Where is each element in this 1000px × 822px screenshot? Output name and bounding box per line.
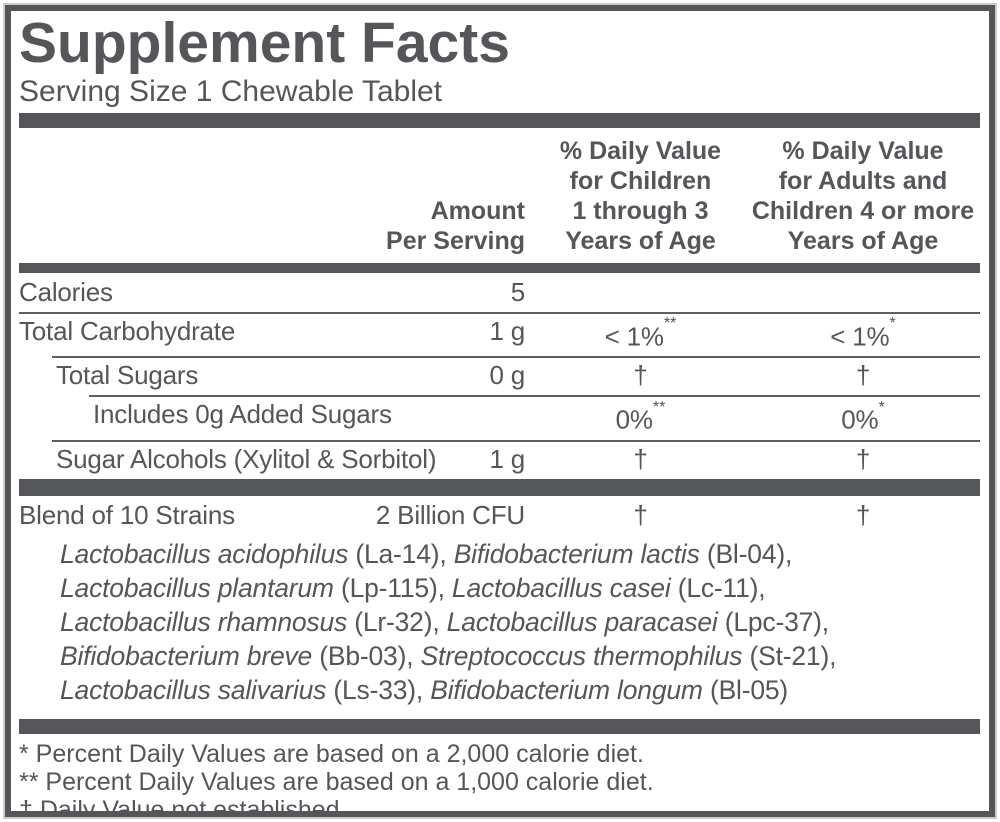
species-name: Lactobacillus acidophilus <box>60 538 349 569</box>
header-dv-adults-line: Children 4 or more <box>751 196 975 225</box>
species-name: Bifidobacterium breve <box>60 640 313 671</box>
divider-bar-top <box>19 112 980 128</box>
header-amount-per-serving: Amount Per Serving <box>19 196 533 256</box>
header-dv-adults-line: for Adults and <box>778 166 948 195</box>
nutrient-name: Calories <box>19 276 113 307</box>
footnotes: * Percent Daily Values are based on a 2,… <box>19 734 980 817</box>
header-dv-children-line: % Daily Value <box>559 136 722 165</box>
strain-code: (Bl-04), <box>699 538 793 569</box>
table-row-total-carbohydrate: Total Carbohydrate 1 g < 1%** < 1%* <box>19 311 980 357</box>
amount-value: 1 g <box>489 315 525 346</box>
species-name: Lactobacillus rhamnosus <box>60 606 348 637</box>
strain-code: (Lp-115), <box>333 572 452 603</box>
footnote-marker: * <box>878 397 885 416</box>
dv-adults-value: < 1%* <box>830 314 896 352</box>
strain-code: (Lr-32), <box>347 606 447 637</box>
dv-children-value <box>533 277 748 307</box>
table-row-total-sugars: Total Sugars 0 g † † <box>19 356 980 395</box>
label-title: Supplement Facts <box>19 11 510 75</box>
strain-line: Lactobacillus rhamnosus (Lr-32), Lactoba… <box>60 605 980 639</box>
strain-line: Lactobacillus salivarius (Ls-33), Bifido… <box>60 673 980 707</box>
serving-size: Serving Size 1 Chewable Tablet <box>19 74 443 108</box>
amount-value: 1 g <box>489 443 525 474</box>
footnote-daily-value-1000: ** Percent Daily Values are based on a 1… <box>19 767 654 796</box>
supplement-facts-label: Supplement Facts Serving Size 1 Chewable… <box>5 5 995 817</box>
strain-line: Bifidobacterium breve (Bb-03), Streptoco… <box>60 639 980 673</box>
amount-value: 0 g <box>489 360 525 391</box>
species-name: Lactobacillus casei <box>451 572 671 603</box>
dv-adults-value: † <box>855 499 871 530</box>
header-dv-adults: % Daily Value for Adults and Children 4 … <box>748 136 978 256</box>
dv-children-value: † <box>633 360 648 391</box>
species-name: Lactobacillus salivarius <box>60 674 327 705</box>
strain-code: (Bl-05) <box>702 674 789 705</box>
header-dv-children-line: for Children <box>569 166 712 195</box>
table-row-added-sugars: Includes 0g Added Sugars 0%** 0%* <box>19 395 980 440</box>
header-dv-adults-line: Years of Age <box>787 226 939 255</box>
header-dv-children-line: Years of Age <box>565 226 716 255</box>
species-name: Streptococcus thermophilus <box>420 640 743 671</box>
strain-code: (Ls-33), <box>326 674 431 705</box>
dv-adults-value: † <box>855 360 871 391</box>
header-amount-line: Amount <box>430 196 525 225</box>
footnote-marker: * <box>889 314 896 333</box>
table-row-blend: Blend of 10 Strains 2 Billion CFU † † <box>19 496 980 535</box>
dv-adults-value: † <box>855 443 871 474</box>
amount-value: 5 <box>510 276 525 307</box>
strain-code: (St-21), <box>742 640 837 671</box>
strain-line: Lactobacillus plantarum (Lp-115), Lactob… <box>60 571 980 605</box>
strain-code: (Bb-03), <box>312 640 421 671</box>
header-dv-adults-line: % Daily Value <box>782 136 944 165</box>
amount-value: 2 Billion CFU <box>375 499 525 530</box>
dv-adults-value <box>748 277 978 307</box>
strain-list: Lactobacillus acidophilus (La-14), Bifid… <box>19 535 980 715</box>
species-name: Lactobacillus plantarum <box>60 572 334 603</box>
table-row-calories: Calories 5 <box>19 273 980 312</box>
strain-code: (Lpc-37), <box>717 606 829 637</box>
strain-code: (Lc-11), <box>670 572 766 603</box>
divider-bar-headers <box>19 262 980 273</box>
dv-children-value: † <box>633 499 648 530</box>
divider-bar-blend <box>19 478 980 496</box>
strain-code: (La-14), <box>348 538 454 569</box>
nutrient-name: Total Sugars <box>56 360 199 391</box>
column-headers: Amount Per Serving % Daily Value for Chi… <box>19 128 980 260</box>
nutrient-name: Sugar Alcohols (Xylitol & Sorbitol) <box>56 443 437 474</box>
dv-children-value: † <box>633 443 648 474</box>
footnote-marker: ** <box>652 397 666 416</box>
header-amount-line: Per Serving <box>386 226 525 255</box>
strain-line: Lactobacillus acidophilus (La-14), Bifid… <box>60 537 980 571</box>
header-dv-children: % Daily Value for Children 1 through 3 Y… <box>533 136 748 256</box>
divider-bar-footnotes <box>19 718 980 734</box>
nutrient-name: Blend of 10 Strains <box>19 499 235 530</box>
dv-children-value: 0%** <box>615 397 666 435</box>
dv-children-value: < 1%** <box>604 314 677 352</box>
header-dv-children-line: 1 through 3 <box>572 196 709 225</box>
dv-adults-value: 0%* <box>841 397 885 435</box>
footnote-marker: ** <box>663 314 677 333</box>
species-name: Lactobacillus paracasei <box>446 606 718 637</box>
footnote-daily-value-2000: * Percent Daily Values are based on a 2,… <box>19 739 644 768</box>
species-name: Bifidobacterium lactis <box>453 538 700 569</box>
nutrient-name: Includes 0g Added Sugars <box>93 399 392 430</box>
species-name: Bifidobacterium longum <box>430 674 703 705</box>
nutrient-name: Total Carbohydrate <box>19 315 236 346</box>
footnote-dv-not-established: † Daily Value not established. <box>19 795 347 817</box>
table-row-sugar-alcohols: Sugar Alcohols (Xylitol & Sorbitol) 1 g … <box>19 439 980 479</box>
